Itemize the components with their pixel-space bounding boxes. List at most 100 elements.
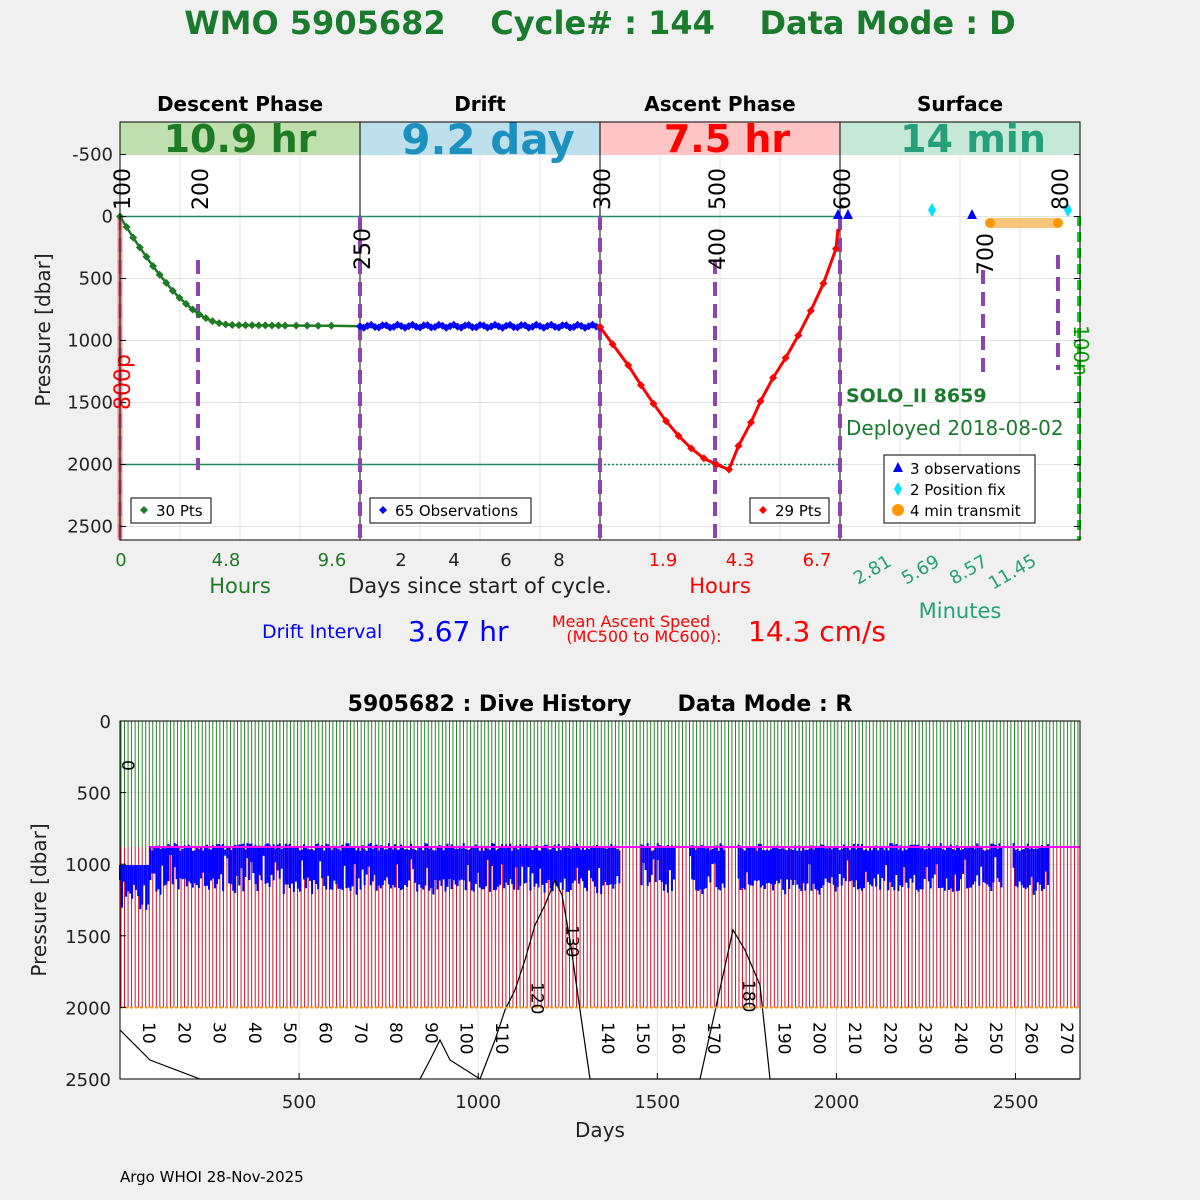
bottom-x-axis: 500 1000 1500 2000 2500: [282, 1073, 1038, 1113]
top-y-tick-label: 1000: [67, 331, 113, 352]
cycle-label: 60: [315, 1022, 335, 1044]
descent-point: [142, 252, 151, 261]
ascent-point: [756, 397, 765, 406]
ascent-point: [781, 353, 790, 362]
bottom-x-tick-label: 1500: [634, 1092, 680, 1113]
legend-drift-text: 65 Observations: [395, 502, 518, 520]
top-y-tick-label: 0: [102, 207, 113, 228]
descent-point: [201, 314, 210, 323]
legend-surface-transmit: 4 min transmit: [910, 502, 1021, 520]
descent-point: [149, 262, 158, 271]
descent-point: [274, 321, 283, 330]
ascent-point: [734, 441, 743, 450]
bottom-x-tick-label: 2000: [814, 1092, 860, 1113]
mc-label-700: 700: [974, 233, 999, 275]
cycle-label: 120: [526, 982, 546, 1014]
top-y-tick-label: 2500: [67, 517, 113, 538]
descent-point: [261, 321, 270, 330]
legend-drift: 65 Observations: [369, 497, 532, 524]
x-tick-descent-0: 0: [115, 550, 126, 571]
descent-point: [234, 321, 243, 330]
cycle-label: 130: [562, 925, 582, 957]
cycle-label: 190: [773, 1022, 793, 1054]
descent-point: [292, 321, 301, 330]
legend-surface: 3 observations 2 Position fix 4 min tran…: [883, 454, 1036, 524]
cycle-profile-chart: Descent Phase Drift Ascent Phase Surface…: [31, 92, 1093, 648]
band-surface: [840, 122, 1080, 155]
history-bottom-line: [119, 878, 1080, 1080]
bottom-axes-frame: [119, 720, 1081, 1080]
ascent-series: [596, 228, 840, 474]
mc-label-300: 300: [591, 168, 616, 210]
float-model: SOLO_II 8659: [846, 385, 987, 407]
cycle-label: 210: [844, 1022, 864, 1054]
ascent-point: [769, 373, 778, 382]
phase-header-drift: Drift: [454, 92, 506, 116]
cycle-label: 30: [209, 1022, 229, 1044]
ascent-point: [649, 399, 658, 408]
cycle-label: 250: [985, 1022, 1005, 1054]
x-tick-ascent-2: 6.7: [803, 550, 832, 571]
x-tick-drift-2: 6: [500, 550, 511, 571]
drift-interval-label: Drift Interval: [262, 621, 382, 643]
ascent-point: [819, 279, 828, 288]
drift-interval-value: 3.67 hr: [408, 615, 509, 648]
x-unit-drift: Days since start of cycle.: [348, 574, 612, 598]
bottom-y-tick-label: 1000: [65, 855, 111, 876]
cycle-label: 260: [1021, 1022, 1041, 1054]
mc-label-500: 500: [706, 168, 731, 210]
x-tick-surface-3: 11.45: [985, 550, 1040, 594]
descent-point: [215, 319, 224, 328]
top-axes-frame: [119, 121, 1081, 541]
mc-label-250: 250: [351, 228, 376, 270]
descent-point: [122, 223, 131, 232]
ascent-point: [674, 431, 683, 440]
cycle-label: 200: [809, 1022, 829, 1054]
bottom-x-label: Days: [575, 1118, 625, 1142]
cycle-label: 40: [244, 1022, 264, 1044]
ascent-point: [794, 331, 803, 340]
cycle-label: 10: [138, 1022, 158, 1044]
x-tick-surface-1: 5.69: [898, 551, 943, 589]
dive-history-chart: 5905682 : Dive History Data Mode : R 0 10…: [27, 692, 1081, 1142]
ascent-point: [725, 465, 734, 474]
x-unit-surface: Minutes: [919, 599, 1002, 623]
cycle-label: 110: [491, 1022, 511, 1054]
surface-green-label: 100n: [1069, 325, 1093, 376]
descent-point: [129, 233, 138, 242]
bottom-y-tick-label: 2500: [65, 1070, 111, 1091]
descent-series: [116, 212, 361, 330]
duration-drift: 9.2 day: [401, 115, 575, 164]
top-y-axis: -500 0 500 1000 1500 2000 2500: [67, 145, 1080, 538]
mc-label-400: 400: [706, 228, 731, 270]
descent-point: [188, 305, 197, 314]
band-ascent: [600, 122, 840, 155]
phase-header-surface: Surface: [917, 92, 1003, 116]
top-y-tick-label: 500: [79, 269, 113, 290]
bottom-y-label: Pressure [dbar]: [27, 823, 51, 976]
descent-point: [303, 321, 312, 330]
ascent-point: [747, 418, 756, 427]
ascent-point: [712, 460, 721, 469]
x-tick-drift-1: 4: [448, 550, 459, 571]
top-y-tick-label: 1500: [67, 393, 113, 414]
cycle-label: 180: [738, 980, 758, 1012]
mc-label-600: 600: [831, 168, 856, 210]
descent-point: [281, 321, 290, 330]
bottom-y-tick-label: 1500: [65, 927, 111, 948]
bottom-y-axis: 0 500 1000 1500 2000 2500: [65, 712, 126, 1091]
cycle-label: 270: [1056, 1022, 1076, 1054]
descent-point: [314, 321, 323, 330]
ascent-point: [687, 444, 696, 453]
cycle-label: 100: [456, 1022, 476, 1054]
ascent-speed-label-1: Mean Ascent Speed: [552, 612, 710, 631]
ascent-point: [699, 454, 708, 463]
cycle-label: 90: [420, 1022, 440, 1044]
ascent-point: [662, 417, 671, 426]
cycle-label: 80: [385, 1022, 405, 1044]
ascent-point: [832, 244, 840, 253]
descent-point: [182, 299, 191, 308]
ascent-speed-value: 14.3 cm/s: [748, 615, 886, 648]
descent-point: [228, 321, 237, 329]
